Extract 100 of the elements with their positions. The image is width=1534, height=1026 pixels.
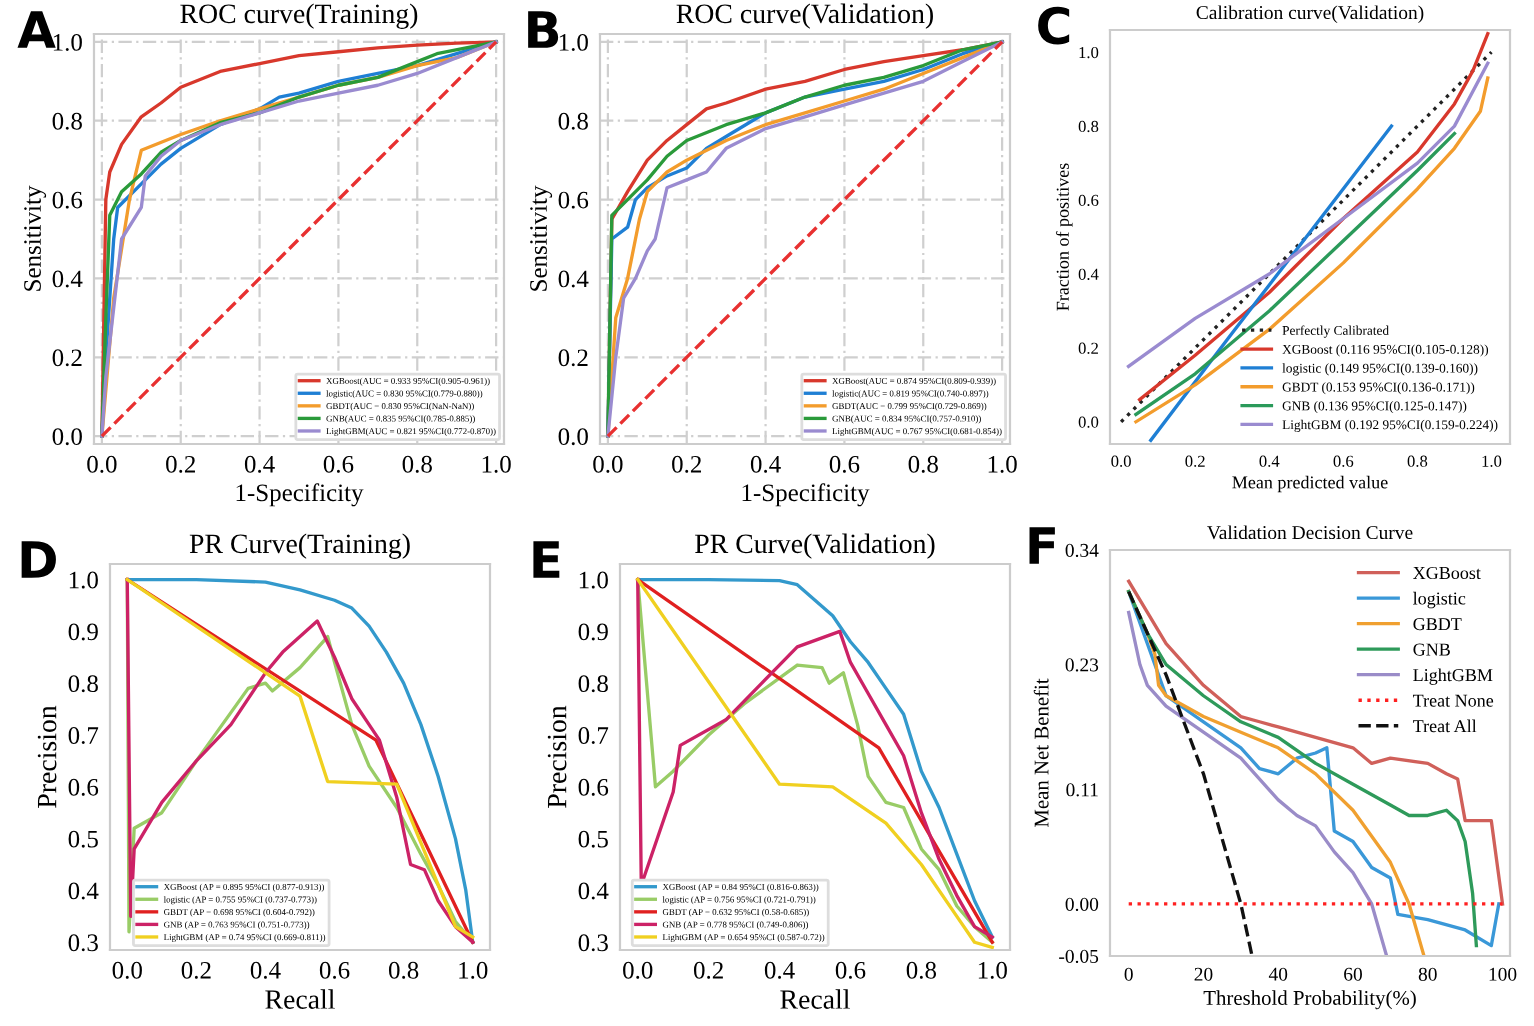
x-tick-label: 0.4 xyxy=(1259,455,1280,467)
y-tick-label: 0.3 xyxy=(68,934,98,952)
y-tick-label: 0.2 xyxy=(1078,342,1098,354)
y-tick-label: 0.6 xyxy=(578,778,609,796)
y-tick-label: 0.4 xyxy=(578,882,609,900)
line-series xyxy=(1137,32,1490,402)
y-tick-label: 1.0 xyxy=(69,571,98,589)
legend-label: LightGBM xyxy=(1413,668,1493,685)
y-tick-label: 0.9 xyxy=(578,623,608,641)
x-axis-title: Threshold Probability(%) xyxy=(1203,990,1416,1010)
y-tick-label: 0.4 xyxy=(558,270,589,288)
y-tick-label: 0.0 xyxy=(52,428,82,446)
legend-label: XGBoost xyxy=(1413,566,1481,580)
x-tick-label: 60 xyxy=(1344,967,1362,981)
x-tick-label: 1.0 xyxy=(482,455,511,473)
x-tick-label: 0.2 xyxy=(166,455,195,473)
y-tick-label: 0.2 xyxy=(52,349,82,367)
y-tick-label: 1.0 xyxy=(1079,46,1099,59)
y-tick-label: 0.8 xyxy=(68,675,98,693)
x-tick-label: 0.6 xyxy=(319,961,350,979)
y-axis-title: Fraction of positives xyxy=(1055,163,1073,311)
y-tick-label: 0.8 xyxy=(52,112,82,130)
y-tick-label: 0.8 xyxy=(578,675,608,693)
x-axis-title: 1-Specificity xyxy=(742,483,870,507)
x-tick-label: 1.0 xyxy=(988,455,1017,473)
x-tick-label: 0.0 xyxy=(593,455,623,473)
text: A xyxy=(17,11,56,48)
y-tick-label: 0.6 xyxy=(1078,194,1099,207)
line-series xyxy=(100,40,498,438)
y-axis-title: Precision xyxy=(547,705,567,808)
y-tick-label: 0.8 xyxy=(558,112,588,130)
legend-label: Treat None xyxy=(1413,694,1494,707)
x-tick-label: 1.0 xyxy=(978,961,1007,979)
x-tick-label: 0.6 xyxy=(829,455,860,473)
chart-title: Validation Decision Curve xyxy=(1207,525,1413,540)
chart-title: PR Curve(Validation) xyxy=(695,533,935,559)
y-tick-label: 0.11 xyxy=(1066,783,1098,797)
line-series xyxy=(1127,610,1389,956)
x-tick-label: 80 xyxy=(1418,967,1437,981)
x-axis-title: Mean predicted value xyxy=(1232,475,1388,493)
x-tick-label: 20 xyxy=(1194,967,1213,981)
x-tick-label: 0 xyxy=(1124,967,1133,981)
y-tick-label: 0.4 xyxy=(1078,268,1099,280)
x-tick-label: 0.6 xyxy=(323,455,354,473)
legend-label: logistic xyxy=(1413,591,1466,609)
legend-label: GNB xyxy=(1413,643,1450,656)
x-tick-label: 0.4 xyxy=(250,961,281,979)
x-tick-label: 0.0 xyxy=(112,961,142,979)
y-axis-title: Mean Net Benefit xyxy=(1033,678,1049,828)
y-tick-label: 0.7 xyxy=(578,727,609,745)
x-tick-label: 1.0 xyxy=(459,961,488,979)
text: B xyxy=(528,11,559,48)
chart-title: ROC curve(Training) xyxy=(180,3,418,29)
y-tick-label: 0.6 xyxy=(558,191,589,209)
x-tick-label: 0.8 xyxy=(906,961,937,979)
x-tick-label: 0.4 xyxy=(244,455,275,473)
y-tick-label: 0.0 xyxy=(558,428,588,446)
y-tick-label: 1.0 xyxy=(579,571,608,589)
x-tick-label: 0.0 xyxy=(623,961,653,979)
line-series xyxy=(606,40,1004,438)
x-axis-title: Recall xyxy=(265,989,335,1009)
y-tick-label: 0.6 xyxy=(52,191,83,209)
y-tick-label: 0.23 xyxy=(1065,658,1099,672)
y-tick-label: 1.0 xyxy=(53,33,82,51)
text: E xyxy=(533,541,560,578)
x-tick-label: 0.8 xyxy=(908,455,938,473)
y-axis-title: Sensitivity xyxy=(530,185,553,291)
y-axis-title: Precision xyxy=(37,705,57,808)
x-axis-title: Recall xyxy=(780,989,850,1009)
x-tick-label: 0.0 xyxy=(1111,455,1131,467)
x-tick-label: 1.0 xyxy=(1482,455,1502,467)
x-tick-label: 0.0 xyxy=(87,455,117,473)
chart-title: ROC curve(Validation) xyxy=(676,3,933,29)
x-tick-label: 0.2 xyxy=(1185,455,1205,467)
x-tick-label: 0.2 xyxy=(693,961,723,979)
y-tick-label: 0.3 xyxy=(578,934,608,952)
y-tick-label: 0.6 xyxy=(68,778,99,796)
chart-title: Calibration curve(Validation) xyxy=(1196,5,1424,24)
x-tick-label: 0.6 xyxy=(1333,455,1354,467)
y-tick-label: 0.7 xyxy=(68,727,99,745)
y-tick-label: 0.34 xyxy=(1065,543,1099,558)
text: F xyxy=(1029,527,1055,564)
text: D xyxy=(21,541,56,578)
x-tick-label: 100 xyxy=(1489,967,1517,981)
x-tick-label: 0.6 xyxy=(835,961,866,979)
x-tick-label: 0.8 xyxy=(402,455,432,473)
x-tick-label: 0.8 xyxy=(388,961,419,979)
y-tick-label: 0.8 xyxy=(1078,120,1099,133)
y-tick-label: -0.05 xyxy=(1059,949,1099,964)
x-axis-title: 1-Specificity xyxy=(236,483,364,507)
y-tick-label: 0.2 xyxy=(558,349,588,367)
y-tick-label: 0.5 xyxy=(578,830,608,848)
x-tick-label: 40 xyxy=(1268,967,1288,981)
x-tick-label: 0.2 xyxy=(181,961,211,979)
y-tick-label: 0.0 xyxy=(1078,416,1099,428)
y-tick-label: 0.5 xyxy=(68,830,98,848)
y-axis-title: Sensitivity xyxy=(24,185,47,291)
y-tick-label: 0.4 xyxy=(68,882,99,900)
legend-label: Treat All xyxy=(1413,719,1477,733)
y-tick-label: 1.0 xyxy=(559,33,588,51)
